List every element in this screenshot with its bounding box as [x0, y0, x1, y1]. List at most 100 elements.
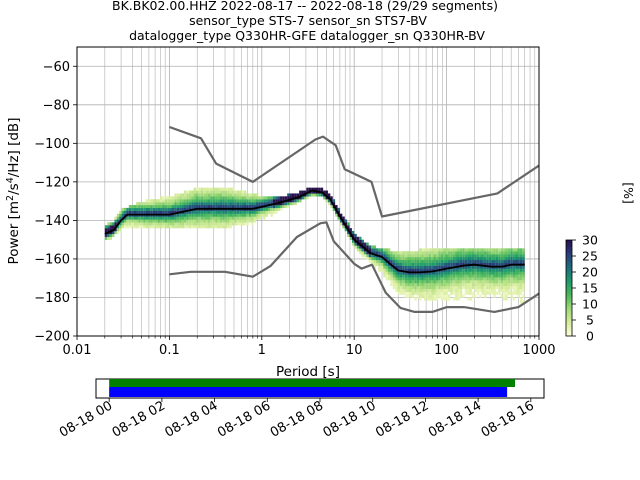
histogram-cell [393, 269, 395, 272]
histogram-cell [443, 277, 445, 280]
histogram-cell [434, 263, 436, 266]
histogram-cell [443, 248, 445, 251]
histogram-cell [275, 205, 277, 208]
histogram-cell [505, 292, 507, 295]
histogram-cell [443, 289, 445, 292]
histogram-cell [306, 196, 308, 199]
histogram-cell [441, 251, 443, 254]
histogram-cell [505, 277, 507, 280]
histogram-cell [426, 260, 428, 263]
histogram-cell [505, 260, 507, 263]
histogram-cell [227, 219, 229, 222]
histogram-cell [155, 225, 157, 228]
histogram-cell [426, 248, 428, 251]
histogram-cell [206, 196, 208, 199]
histogram-cell [198, 205, 200, 208]
histogram-cell [522, 283, 524, 286]
histogram-cell [244, 202, 246, 205]
histogram-cell [510, 277, 512, 280]
histogram-cell [414, 277, 416, 280]
histogram-cell [503, 289, 505, 292]
histogram-cell [215, 193, 217, 196]
histogram-cell [170, 222, 172, 225]
histogram-cell [242, 196, 244, 199]
histogram-cell [453, 286, 455, 289]
histogram-cell [501, 289, 503, 292]
histogram-cell [477, 286, 479, 289]
histogram-cell [429, 277, 431, 280]
histogram-cell [515, 277, 517, 280]
histogram-cell [390, 277, 392, 280]
histogram-cell [453, 251, 455, 254]
histogram-cell [196, 202, 198, 205]
colorbar-tick-label: 10 [582, 297, 598, 312]
histogram-cell [438, 295, 440, 298]
histogram-cell [455, 292, 457, 295]
histogram-cell [182, 196, 184, 199]
histogram-cell [422, 274, 424, 277]
histogram-cell [232, 199, 234, 202]
histogram-cell [122, 222, 124, 225]
histogram-cell [263, 196, 265, 199]
histogram-cell [141, 219, 143, 222]
histogram-cell [376, 257, 378, 260]
histogram-cell [357, 248, 359, 251]
histogram-cell [410, 280, 412, 283]
histogram-cell [424, 254, 426, 257]
histogram-cell [179, 202, 181, 205]
histogram-cell [431, 280, 433, 283]
histogram-cell [172, 222, 174, 225]
histogram-cell [417, 257, 419, 260]
histogram-cell [162, 211, 164, 214]
histogram-cell [438, 289, 440, 292]
histogram-cell [414, 283, 416, 286]
histogram-cell [417, 266, 419, 269]
histogram-cell [254, 214, 256, 217]
histogram-cell [270, 199, 272, 202]
histogram-cell [366, 243, 368, 246]
histogram-cell [230, 188, 232, 191]
histogram-cell [424, 277, 426, 280]
histogram-cell [206, 199, 208, 202]
timeline-tick-label: 08-18 06 [215, 398, 273, 440]
histogram-cell [515, 260, 517, 263]
histogram-cell [239, 191, 241, 194]
histogram-cell [395, 263, 397, 266]
histogram-cell [318, 188, 320, 191]
histogram-cell [491, 257, 493, 260]
histogram-cell [297, 193, 299, 196]
histogram-cell [249, 199, 251, 202]
histogram-cell [179, 219, 181, 222]
histogram-cell [158, 202, 160, 205]
histogram-cell [414, 260, 416, 263]
histogram-cell [239, 193, 241, 196]
histogram-cell [134, 225, 136, 228]
histogram-cell [232, 193, 234, 196]
timeline-tick-label: 08-18 16 [479, 398, 537, 440]
histogram-cell [210, 205, 212, 208]
used-segments-bar [109, 387, 507, 397]
histogram-cell [126, 208, 128, 211]
histogram-cell [448, 254, 450, 257]
histogram-cell [398, 274, 400, 277]
histogram-cell [383, 251, 385, 254]
histogram-cell [218, 199, 220, 202]
histogram-cell [508, 271, 510, 274]
histogram-cell [184, 196, 186, 199]
histogram-cell [450, 280, 452, 283]
histogram-cell [450, 248, 452, 251]
histogram-cell [124, 211, 126, 214]
histogram-cell [227, 217, 229, 220]
histogram-cell [177, 193, 179, 196]
histogram-cell [429, 251, 431, 254]
histogram-cell [431, 286, 433, 289]
histogram-cell [155, 199, 157, 202]
histogram-cell [266, 196, 268, 199]
histogram-cell [114, 231, 116, 234]
histogram-cell [359, 240, 361, 243]
histogram-cell [263, 202, 265, 205]
histogram-cell [378, 263, 380, 266]
histogram-cell [400, 266, 402, 269]
histogram-cell [194, 196, 196, 199]
histogram-cell [400, 289, 402, 292]
